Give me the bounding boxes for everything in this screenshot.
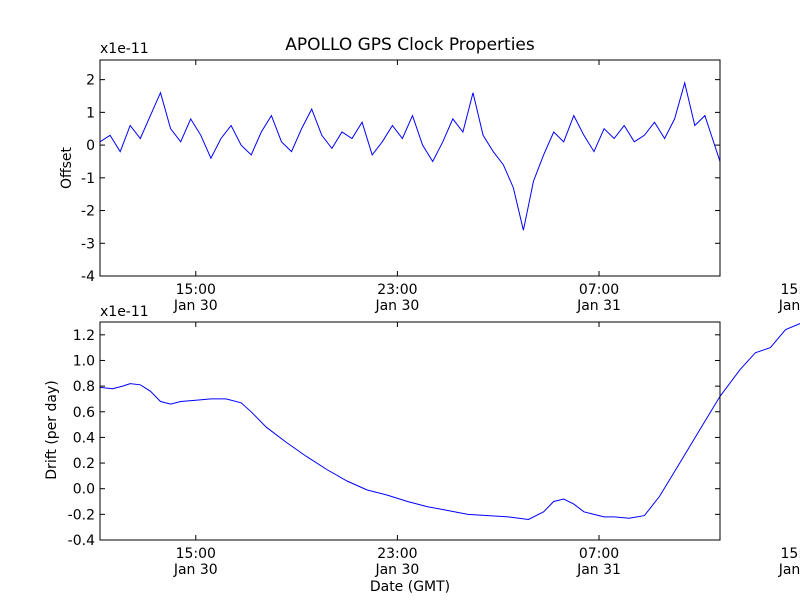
offset-x-tick-label-date: Jan 31	[576, 298, 621, 314]
offset-x-tick-label-date: Jan 31	[778, 298, 800, 314]
offset-x-tick-label-time: 15:00	[780, 282, 800, 298]
chart-title: APOLLO GPS Clock Properties	[285, 35, 535, 55]
drift-y-tick-label: 1.2	[73, 328, 95, 344]
drift-y-tick-label: 0.4	[73, 430, 95, 446]
offset-y-tick-label: -4	[81, 269, 95, 285]
drift-x-tick-label-date: Jan 31	[778, 562, 800, 578]
drift-x-tick-label-date: Jan 31	[576, 562, 621, 578]
offset-y-tick-label: 0	[86, 138, 95, 154]
drift-x-tick-label-date: Jan 30	[374, 562, 419, 578]
drift-x-tick-label-time: 15:00	[176, 546, 216, 562]
drift-x-tick-label-date: Jan 30	[173, 562, 218, 578]
offset-x-tick-label-time: 23:00	[377, 282, 417, 298]
drift-y-ticks: -0.4 -0.2 0.0 0.2 0.4 0.6 0.8 1.0 1.2	[68, 328, 720, 549]
drift-scale-label: x1e-11	[100, 304, 149, 320]
drift-y-tick-label: 1.0	[73, 353, 95, 369]
drift-y-tick-label: 0.2	[73, 456, 95, 472]
offset-y-tick-label: 2	[86, 73, 95, 89]
offset-x-tick-label-date: Jan 30	[173, 298, 218, 314]
drift-series-line	[99, 323, 800, 521]
offset-series-line	[99, 80, 721, 231]
drift-x-tick-label-time: 23:00	[377, 546, 417, 562]
drift-x-tick-label-time: 15:00	[780, 546, 800, 562]
offset-scale-label: x1e-11	[100, 41, 149, 57]
drift-plot-frame	[99, 321, 721, 541]
drift-y-tick-label: -0.2	[68, 507, 95, 523]
drift-y-tick-label: 0.6	[73, 405, 95, 421]
drift-panel: x1e-11 Drift (per day) Date (GMT) -0.4-0…	[44, 304, 800, 595]
drift-x-tick-label-time: 07:00	[579, 546, 619, 562]
drift-x-axis-label: Date (GMT)	[370, 579, 450, 595]
drift-y-tick-label: 0.0	[73, 482, 95, 498]
offset-y-ticks: -4 -3 -2 -1 0 1 2	[81, 73, 720, 285]
offset-y-tick-label: -3	[81, 236, 95, 252]
drift-y-axis-label: Drift (per day)	[44, 380, 60, 479]
drift-y-tick-label: -0.4	[68, 533, 95, 549]
offset-y-tick-label: 1	[86, 105, 95, 121]
drift-y-tick-label: 0.8	[73, 379, 95, 395]
offset-y-tick-label: -1	[81, 171, 95, 187]
offset-x-tick-label-time: 07:00	[579, 282, 619, 298]
offset-panel: APOLLO GPS Clock Properties x1e-11 Offse…	[59, 35, 800, 314]
offset-y-tick-label: -2	[81, 204, 95, 220]
offset-plot-frame	[99, 59, 721, 277]
offset-x-tick-label-time: 15:00	[176, 282, 216, 298]
offset-y-axis-label: Offset	[59, 146, 75, 189]
offset-x-tick-label-date: Jan 30	[374, 298, 419, 314]
